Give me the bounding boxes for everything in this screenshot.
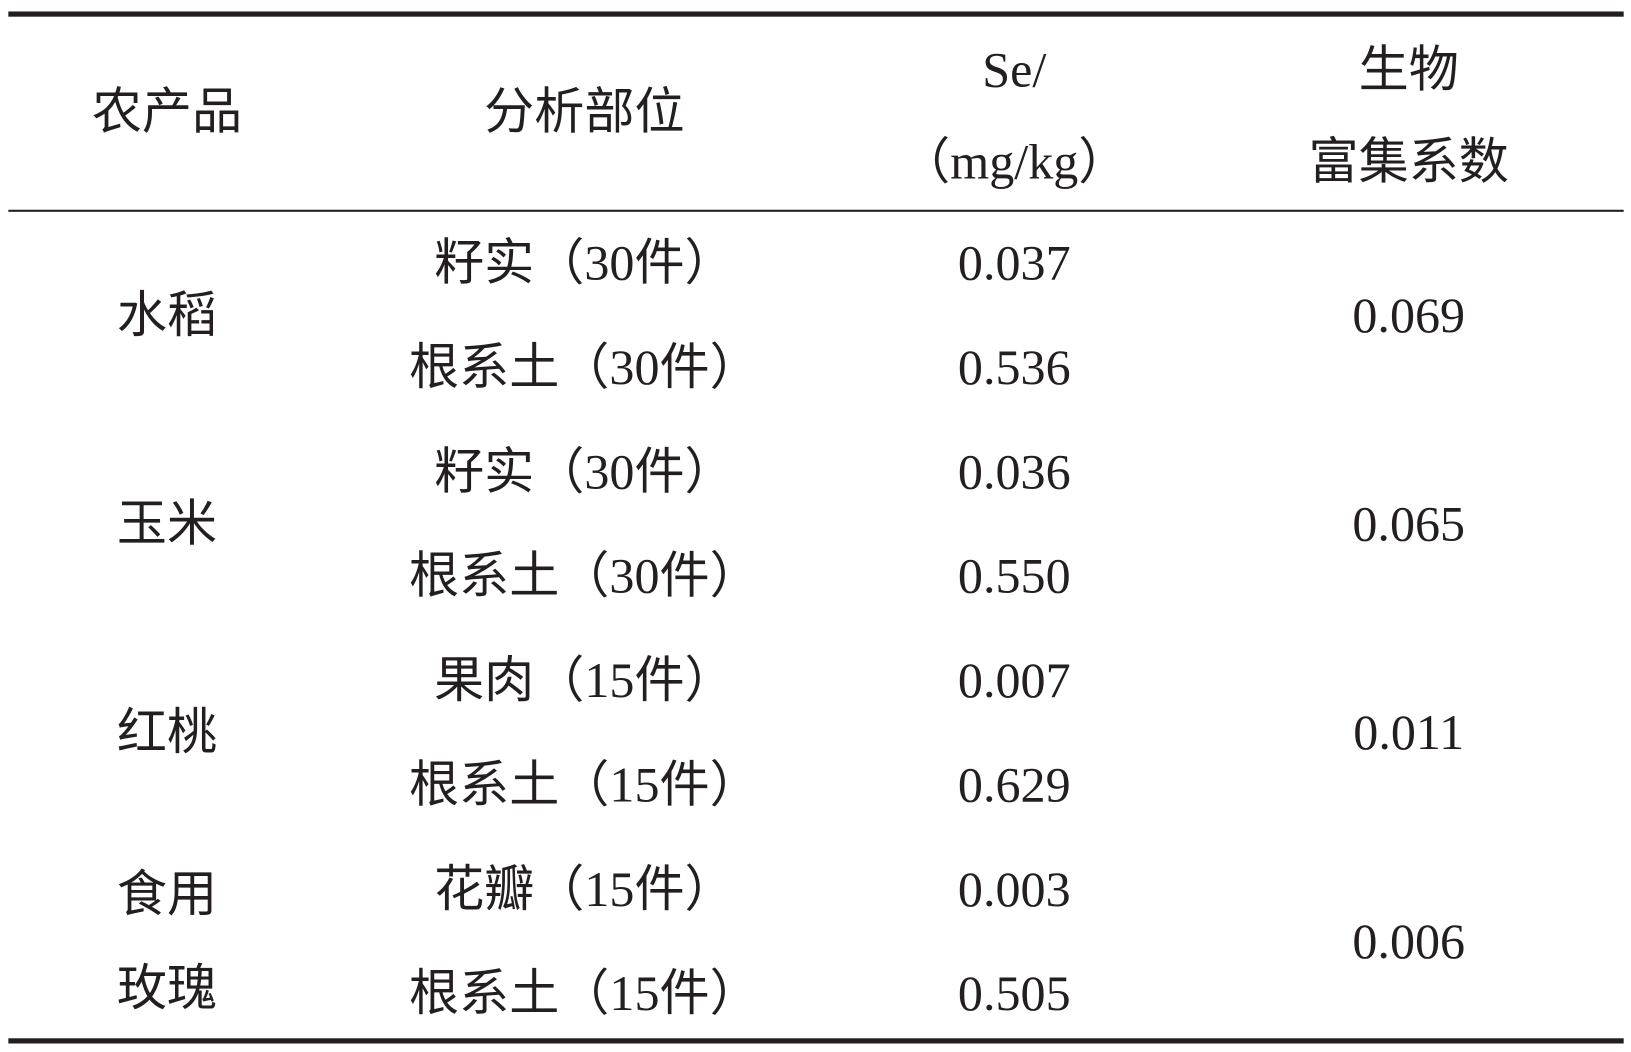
header-cell: （mg/kg） (900, 134, 1129, 190)
se-cell: 0.550 (957, 548, 1071, 605)
crop-cell: 水稻 (116, 288, 218, 344)
factor-cell: 0.006 (1352, 914, 1466, 970)
crop-cell: 食用 (116, 867, 218, 923)
se-cell: 0.007 (957, 653, 1071, 709)
se-cell: 0.036 (957, 444, 1071, 500)
se-cell: 0.629 (957, 757, 1071, 813)
part-cell: 根系土（15件） (409, 966, 760, 1022)
factor-cell: 0.065 (1352, 496, 1466, 553)
bottom-rule (8, 1038, 1624, 1044)
crop-cell: 玉米 (116, 496, 218, 553)
header-cell: 分析部位 (484, 84, 685, 140)
part-cell: 籽实（30件） (434, 444, 735, 500)
se-cell: 0.037 (957, 235, 1071, 292)
header-cell: Se/ (982, 42, 1047, 99)
se-cell: 0.003 (957, 861, 1071, 918)
se-cell: 0.536 (957, 340, 1071, 396)
crop-cell: 红桃 (116, 705, 218, 761)
part-cell: 根系土（15件） (409, 757, 760, 813)
top-rule (8, 11, 1624, 17)
part-cell: 根系土（30件） (409, 340, 760, 396)
header-rule (8, 209, 1624, 212)
part-cell: 果肉（15件） (434, 653, 735, 709)
factor-cell: 0.011 (1353, 705, 1465, 761)
header-cell: 富集系数 (1308, 134, 1509, 190)
se-cell: 0.505 (957, 966, 1071, 1022)
part-cell: 根系土（30件） (409, 548, 760, 605)
part-cell: 花瓣（15件） (434, 861, 735, 918)
header-cell: 生物 (1358, 42, 1459, 99)
crop-cell: 玫瑰 (116, 961, 218, 1017)
header-cell: 农产品 (91, 84, 243, 140)
part-cell: 籽实（30件） (434, 235, 735, 292)
factor-cell: 0.069 (1352, 288, 1466, 344)
